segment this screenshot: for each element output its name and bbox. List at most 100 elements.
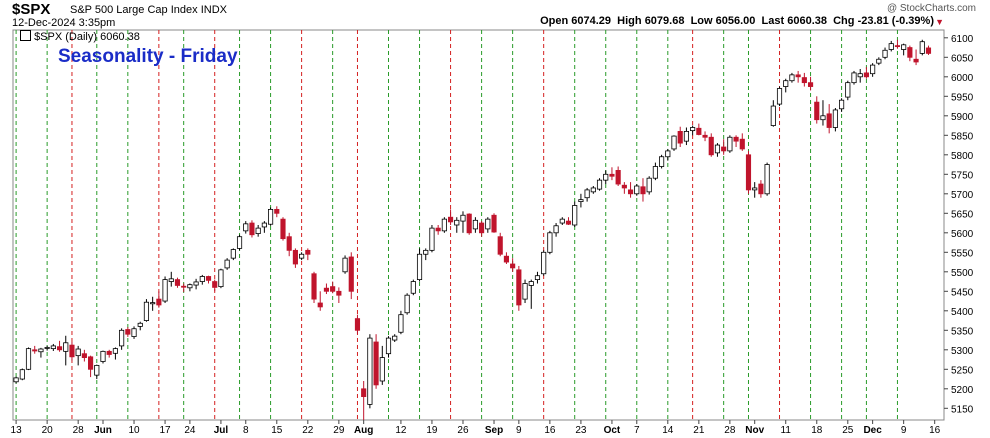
x-tick-label: Jul xyxy=(214,425,229,436)
candle-body xyxy=(553,225,559,234)
x-tick-label: 17 xyxy=(160,425,172,436)
plot-area xyxy=(12,29,945,421)
candle-body xyxy=(826,113,832,128)
candle-body xyxy=(621,184,627,189)
index-name-text: S&P 500 Large Cap Index xyxy=(70,4,198,16)
candle-body xyxy=(659,156,665,167)
candle-body xyxy=(665,150,671,158)
candle-body xyxy=(274,208,280,214)
candle-body xyxy=(460,214,466,222)
candle-body xyxy=(75,348,81,357)
candle-body xyxy=(361,388,367,397)
candle-body xyxy=(44,347,50,349)
candle-body xyxy=(243,223,249,232)
candle-body xyxy=(677,131,683,144)
candle-body xyxy=(479,222,485,234)
candle-body xyxy=(199,276,205,282)
candle-body xyxy=(249,222,255,236)
candle-body xyxy=(739,138,745,150)
low-value: 6056.00 xyxy=(715,15,756,27)
down-triangle-icon: ▼ xyxy=(935,17,944,27)
candle-body xyxy=(181,285,187,288)
candle-body xyxy=(683,131,689,142)
candle-body xyxy=(851,72,857,84)
candle-body xyxy=(646,177,652,193)
candle-body xyxy=(714,144,721,154)
x-tick-label: 12 xyxy=(395,425,407,436)
candle-body xyxy=(441,218,447,232)
x-tick-label: 16 xyxy=(929,425,941,436)
y-tick-label: 5950 xyxy=(951,92,974,103)
candle-body xyxy=(857,73,863,78)
candle-body xyxy=(870,64,876,75)
candle-body xyxy=(373,341,379,386)
candle-body xyxy=(776,88,783,105)
candle-body xyxy=(522,283,528,300)
candle-body xyxy=(81,353,87,359)
y-tick-label: 5700 xyxy=(951,190,974,201)
candle-body xyxy=(702,134,708,138)
candle-body xyxy=(770,105,776,126)
candle-body xyxy=(547,232,553,253)
y-tick-label: 5750 xyxy=(951,170,974,181)
y-tick-label: 5250 xyxy=(951,365,974,376)
x-tick-label: Oct xyxy=(604,425,621,436)
candle-body xyxy=(50,345,56,350)
candle-body xyxy=(609,173,615,177)
x-tick-label: 18 xyxy=(811,425,823,436)
candle-legend-icon xyxy=(20,30,31,41)
x-tick-label: 13 xyxy=(11,425,23,436)
candle-body xyxy=(32,349,38,352)
candle-body xyxy=(503,255,510,263)
y-tick-label: 5350 xyxy=(951,326,974,337)
symbol: $SPX xyxy=(12,1,51,18)
quote-date: 12-Dec-2024 3:35pm xyxy=(12,17,116,29)
x-tick-label: Jun xyxy=(94,425,112,436)
candle-body xyxy=(311,273,317,300)
candle-body xyxy=(100,350,106,362)
candle-body xyxy=(150,302,156,305)
candle-body xyxy=(578,199,584,202)
candle-body xyxy=(429,227,435,251)
candle-body xyxy=(398,314,404,333)
candle-body xyxy=(392,335,398,341)
candle-body xyxy=(584,189,590,199)
candle-body xyxy=(286,236,292,251)
x-tick-label: 26 xyxy=(457,425,469,436)
y-tick-label: 5200 xyxy=(951,385,974,396)
candle-body xyxy=(516,269,522,306)
candle-body xyxy=(454,219,460,226)
candle-body xyxy=(758,183,764,195)
y-tick-label: 5500 xyxy=(951,268,974,279)
candle-body xyxy=(230,249,236,259)
candle-body xyxy=(63,342,69,352)
x-tick-label: Aug xyxy=(354,425,373,436)
x-tick-label: 10 xyxy=(128,425,140,436)
y-tick-label: 5550 xyxy=(951,248,974,259)
x-tick-label: 21 xyxy=(693,425,705,436)
y-tick-label: 5850 xyxy=(951,131,974,142)
candle-body xyxy=(528,281,534,286)
x-tick-label: 8 xyxy=(243,425,249,436)
candlestick-chart: 5150 5200 5250 5300 5350 5400 5450 5500 5550 5600… xyxy=(11,29,974,436)
copyright: @ StockCharts.com xyxy=(886,3,976,14)
candle-body xyxy=(807,82,814,87)
x-tick-label: 19 xyxy=(426,425,438,436)
candle-body xyxy=(764,164,770,195)
candle-body xyxy=(466,213,472,234)
candle-body xyxy=(708,136,714,156)
x-tick-label: 23 xyxy=(575,425,587,436)
x-tick-label: 24 xyxy=(184,425,196,436)
x-tick-label: 22 xyxy=(302,425,314,436)
open-value: 6074.29 xyxy=(571,15,612,27)
candle-body xyxy=(894,45,901,48)
candle-body xyxy=(596,179,603,190)
x-tick-label: Nov xyxy=(745,425,764,436)
candle-body xyxy=(255,227,261,234)
candle-body xyxy=(534,275,541,280)
candle-body xyxy=(907,47,913,58)
candle-body xyxy=(323,287,330,292)
candle-body xyxy=(472,219,478,230)
candle-body xyxy=(491,214,497,233)
index-name: S&P 500 Large Cap Index INDX xyxy=(70,4,227,16)
